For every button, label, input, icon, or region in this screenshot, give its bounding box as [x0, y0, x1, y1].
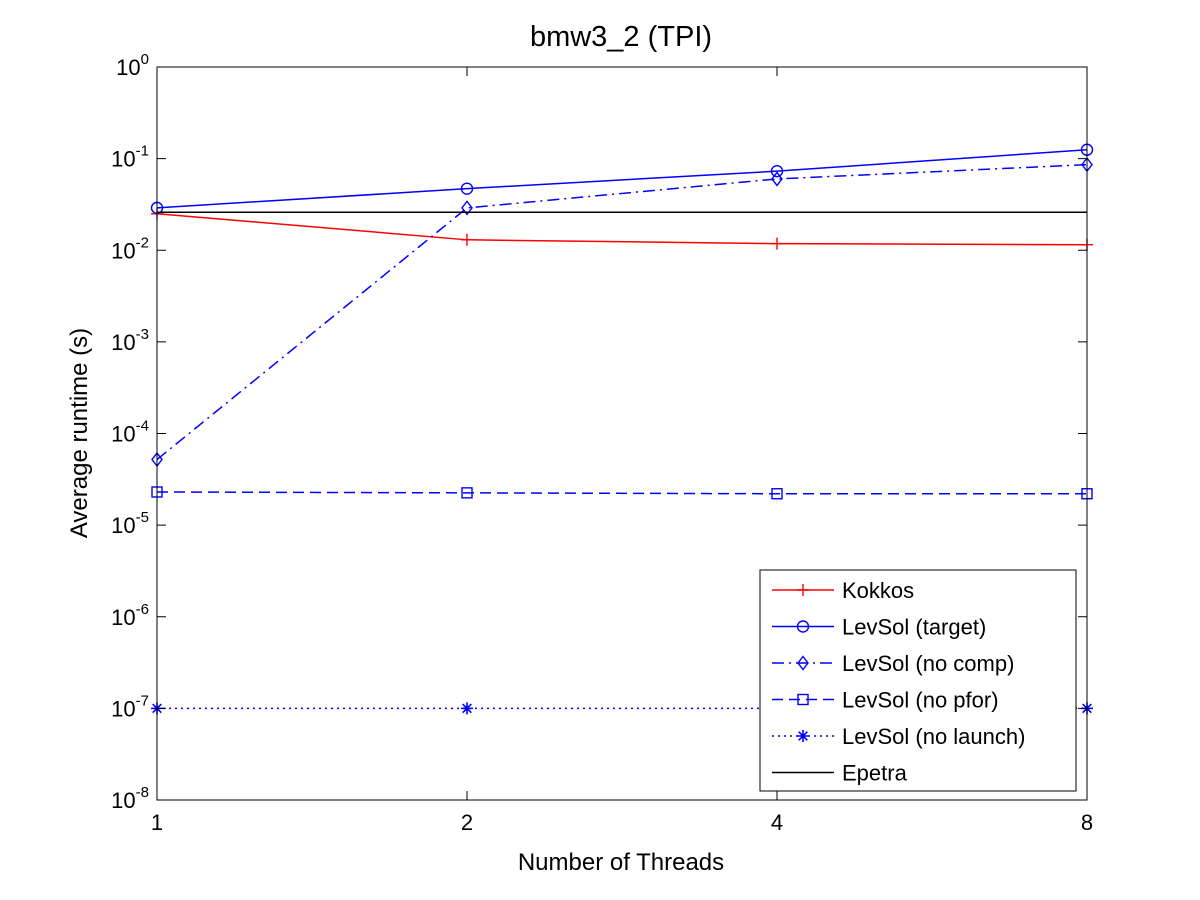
series-3-point-2	[771, 488, 783, 500]
legend-label-5: Epetra	[842, 761, 908, 786]
y-axis-label: Average runtime (s)	[66, 328, 93, 538]
y-tick-label-4: 10-4	[111, 418, 149, 447]
legend-marker-2	[797, 655, 809, 671]
series-line-2	[156, 163, 1088, 461]
chart-title: bmw3_2 (TPI)	[530, 21, 712, 53]
series-line-3	[156, 491, 1087, 495]
legend-marker-3	[797, 693, 809, 706]
legend-marker-0	[797, 584, 809, 596]
y-tick-label-2: 10-2	[111, 234, 149, 263]
y-tick-label-6: 10-6	[111, 601, 149, 630]
axes-layer: 1 2 4 8 100 10-1 10-2 10-3 10-4 10-5 10-6 10-7 10-8	[111, 51, 1093, 835]
y-tick-label-1: 10-1	[111, 143, 149, 172]
series-1-point-1	[460, 182, 474, 195]
series-3-point-1	[461, 487, 473, 499]
y-tick-label-5: 10-5	[111, 509, 149, 538]
series-0-point-2	[771, 237, 783, 250]
y-tick-label-8: 10-8	[111, 784, 149, 813]
series-1-point-2	[770, 164, 784, 178]
legend-marker-4	[797, 730, 809, 742]
y-tick-label-0: 100	[116, 51, 149, 80]
y-tick-label-3: 10-3	[111, 326, 149, 355]
x-tick-label-3: 8	[1081, 810, 1093, 835]
series-2-point-1	[461, 200, 473, 216]
x-tick-label-1: 2	[461, 810, 473, 835]
series-line-1	[156, 149, 1088, 209]
legend-label-1: LevSol (target)	[842, 615, 986, 640]
series-line-0	[156, 213, 1088, 246]
x-tick-label-0: 1	[151, 810, 163, 835]
series-2-point-2	[771, 171, 783, 187]
legend-label-0: Kokkos	[842, 578, 914, 603]
legend-box	[759, 569, 1077, 792]
legend-marker-1	[796, 620, 810, 633]
series-0-point-1	[461, 233, 473, 246]
legend-label-4: LevSol (no launch)	[842, 724, 1025, 749]
x-tick-label-2: 4	[771, 810, 783, 835]
series-4-point-1	[461, 702, 473, 715]
legend-label-3: LevSol (no pfor)	[842, 688, 999, 713]
x-axis-label: Number of Threads	[518, 849, 724, 876]
legend: Kokkos LevSol (target) LevSol (no comp) Lev…	[759, 569, 1077, 792]
y-tick-label-7: 10-7	[111, 692, 149, 721]
legend-label-2: LevSol (no comp)	[842, 651, 1014, 676]
